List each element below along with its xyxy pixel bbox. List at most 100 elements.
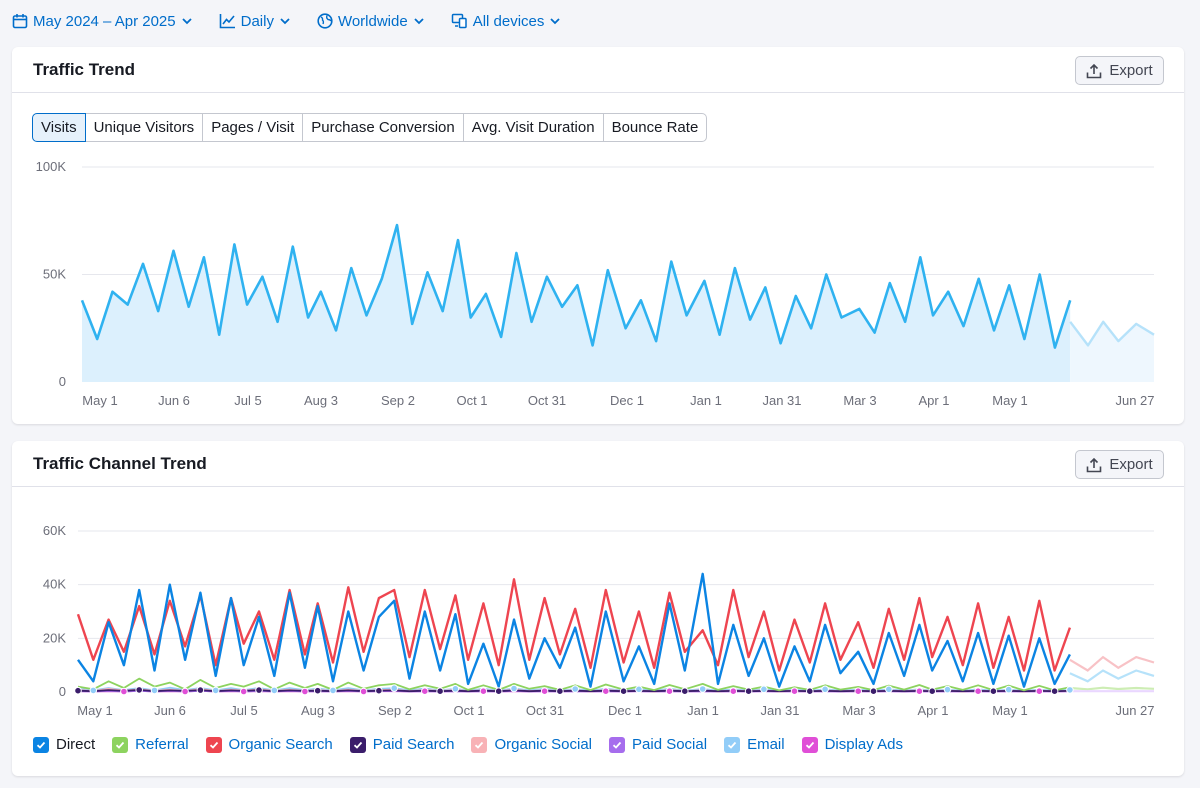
point-email bbox=[943, 685, 952, 694]
legend-organic-search[interactable]: Organic Search bbox=[205, 736, 333, 753]
point-paid-search bbox=[619, 687, 628, 695]
checkbox-checked-icon[interactable] bbox=[349, 736, 366, 753]
legend-referral[interactable]: Referral bbox=[112, 736, 189, 753]
traffic-trend-title: Traffic Trend bbox=[33, 60, 136, 79]
traffic-trend-export-button[interactable]: Export bbox=[1075, 56, 1164, 85]
tab-pages-visit[interactable]: Pages / Visit bbox=[203, 113, 304, 142]
date-range-filter[interactable]: May 2024 – Apr 2025 bbox=[12, 13, 193, 30]
tab-visits[interactable]: Visits bbox=[32, 113, 86, 142]
tab-bounce-rate[interactable]: Bounce Rate bbox=[603, 113, 708, 142]
device-label: All devices bbox=[472, 12, 545, 30]
date-range-label: May 2024 – Apr 2025 bbox=[33, 12, 176, 30]
point-display-ads bbox=[540, 687, 549, 695]
chevron-down-icon bbox=[550, 18, 561, 25]
chevron-down-icon bbox=[280, 18, 290, 25]
checkbox-checked-icon[interactable] bbox=[724, 736, 741, 753]
region-filter[interactable]: Worldwide bbox=[317, 13, 425, 30]
y-tick-label: 0 bbox=[59, 374, 66, 389]
point-paid-search bbox=[806, 687, 814, 695]
chevron-down-icon bbox=[181, 18, 192, 25]
visits-area-fill bbox=[82, 225, 1071, 382]
point-paid-search bbox=[681, 687, 689, 695]
legend-label: Email bbox=[747, 736, 785, 753]
checkbox-checked-icon[interactable] bbox=[205, 736, 222, 753]
point-email bbox=[571, 685, 580, 693]
point-email bbox=[1004, 685, 1013, 694]
x-tick-label: Oct 1 bbox=[456, 393, 487, 408]
x-tick-label: Mar 3 bbox=[843, 393, 876, 408]
point-paid-search bbox=[556, 687, 564, 695]
point-email bbox=[150, 686, 159, 695]
globe-icon bbox=[317, 13, 333, 29]
point-email bbox=[270, 686, 279, 695]
point-display-ads bbox=[301, 687, 309, 696]
x-tick-label: Oct 1 bbox=[453, 703, 484, 718]
checkbox-checked-icon[interactable] bbox=[471, 736, 488, 753]
legend-paid-search[interactable]: Paid Search bbox=[349, 736, 454, 753]
y-tick-label: 50K bbox=[43, 267, 66, 282]
series-line-referral bbox=[77, 677, 1071, 692]
channel-legend: Direct Referral Organic Search Paid Search O… bbox=[33, 736, 903, 753]
forecast-line-referral bbox=[1069, 686, 1155, 691]
point-email bbox=[1066, 686, 1074, 694]
region-label: Worldwide bbox=[337, 12, 408, 30]
export-icon bbox=[1087, 63, 1102, 78]
x-tick-label: May 1 bbox=[992, 703, 1027, 718]
point-paid-search bbox=[74, 686, 82, 695]
tab-purchase-conversion[interactable]: Purchase Conversion bbox=[303, 113, 464, 142]
granularity-filter[interactable]: Daily bbox=[219, 13, 291, 30]
point-paid-search bbox=[135, 686, 143, 694]
point-display-ads bbox=[974, 687, 982, 695]
traffic-channel-export-button[interactable]: Export bbox=[1075, 450, 1164, 479]
x-tick-label: Apr 1 bbox=[918, 393, 949, 408]
point-display-ads bbox=[790, 687, 799, 695]
point-paid-search bbox=[928, 687, 937, 695]
tab-unique-visitors[interactable]: Unique Visitors bbox=[85, 113, 204, 142]
device-filter[interactable]: All devices bbox=[451, 13, 562, 30]
x-tick-label: Jan 1 bbox=[687, 703, 719, 718]
x-tick-label: Oct 31 bbox=[526, 703, 564, 718]
legend-label: Paid Social bbox=[632, 736, 708, 753]
point-email bbox=[451, 685, 460, 693]
point-email bbox=[510, 684, 518, 693]
tab-avg-visit-duration[interactable]: Avg. Visit Duration bbox=[463, 113, 604, 142]
point-display-ads bbox=[665, 687, 674, 695]
export-icon bbox=[1087, 457, 1102, 472]
x-tick-label: Aug 3 bbox=[304, 393, 338, 408]
legend-email[interactable]: Email bbox=[724, 736, 785, 753]
checkbox-checked-icon[interactable] bbox=[609, 736, 626, 753]
point-paid-search bbox=[744, 687, 753, 695]
legend-organic-social[interactable]: Organic Social bbox=[471, 736, 592, 753]
point-display-ads bbox=[359, 687, 368, 696]
series-line-organic-search bbox=[76, 578, 1072, 672]
checkbox-checked-icon[interactable] bbox=[33, 736, 49, 753]
point-email bbox=[635, 685, 643, 694]
x-tick-label: Dec 1 bbox=[610, 393, 644, 408]
point-paid-search bbox=[494, 687, 503, 695]
x-tick-label: Jan 31 bbox=[760, 703, 799, 718]
point-display-ads bbox=[729, 687, 738, 695]
legend-display-ads[interactable]: Display Ads bbox=[801, 736, 903, 753]
x-tick-label: Jul 5 bbox=[234, 393, 261, 408]
legend-paid-social[interactable]: Paid Social bbox=[609, 736, 707, 753]
y-tick-label: 20K bbox=[43, 630, 66, 645]
checkbox-checked-icon[interactable] bbox=[112, 736, 129, 753]
x-tick-label: Oct 31 bbox=[528, 393, 566, 408]
point-paid-search bbox=[196, 686, 205, 694]
point-paid-search bbox=[313, 686, 322, 695]
x-tick-label: May 1 bbox=[992, 393, 1027, 408]
traffic-trend-chart: 100K 50K 0 May 1 Jun 6 Jul 5 Aug 3 Sep 2 Oct 1 Oc… bbox=[36, 159, 1155, 408]
point-paid-search bbox=[375, 686, 383, 695]
legend-label: Organic Social bbox=[494, 736, 593, 753]
x-tick-label: Sep 2 bbox=[378, 703, 412, 718]
point-display-ads bbox=[181, 687, 189, 696]
point-display-ads bbox=[239, 687, 248, 696]
legend-direct[interactable]: Direct bbox=[33, 736, 95, 753]
x-tick-label: Sep 2 bbox=[381, 393, 415, 408]
x-tick-label: Jun 6 bbox=[158, 393, 190, 408]
checkbox-checked-icon[interactable] bbox=[801, 736, 818, 753]
y-tick-label: 60K bbox=[43, 523, 66, 538]
metric-tabs: Visits Unique Visitors Pages / Visit Purcha… bbox=[32, 113, 708, 142]
point-paid-search bbox=[869, 687, 878, 695]
x-tick-label: Jun 6 bbox=[154, 703, 186, 718]
